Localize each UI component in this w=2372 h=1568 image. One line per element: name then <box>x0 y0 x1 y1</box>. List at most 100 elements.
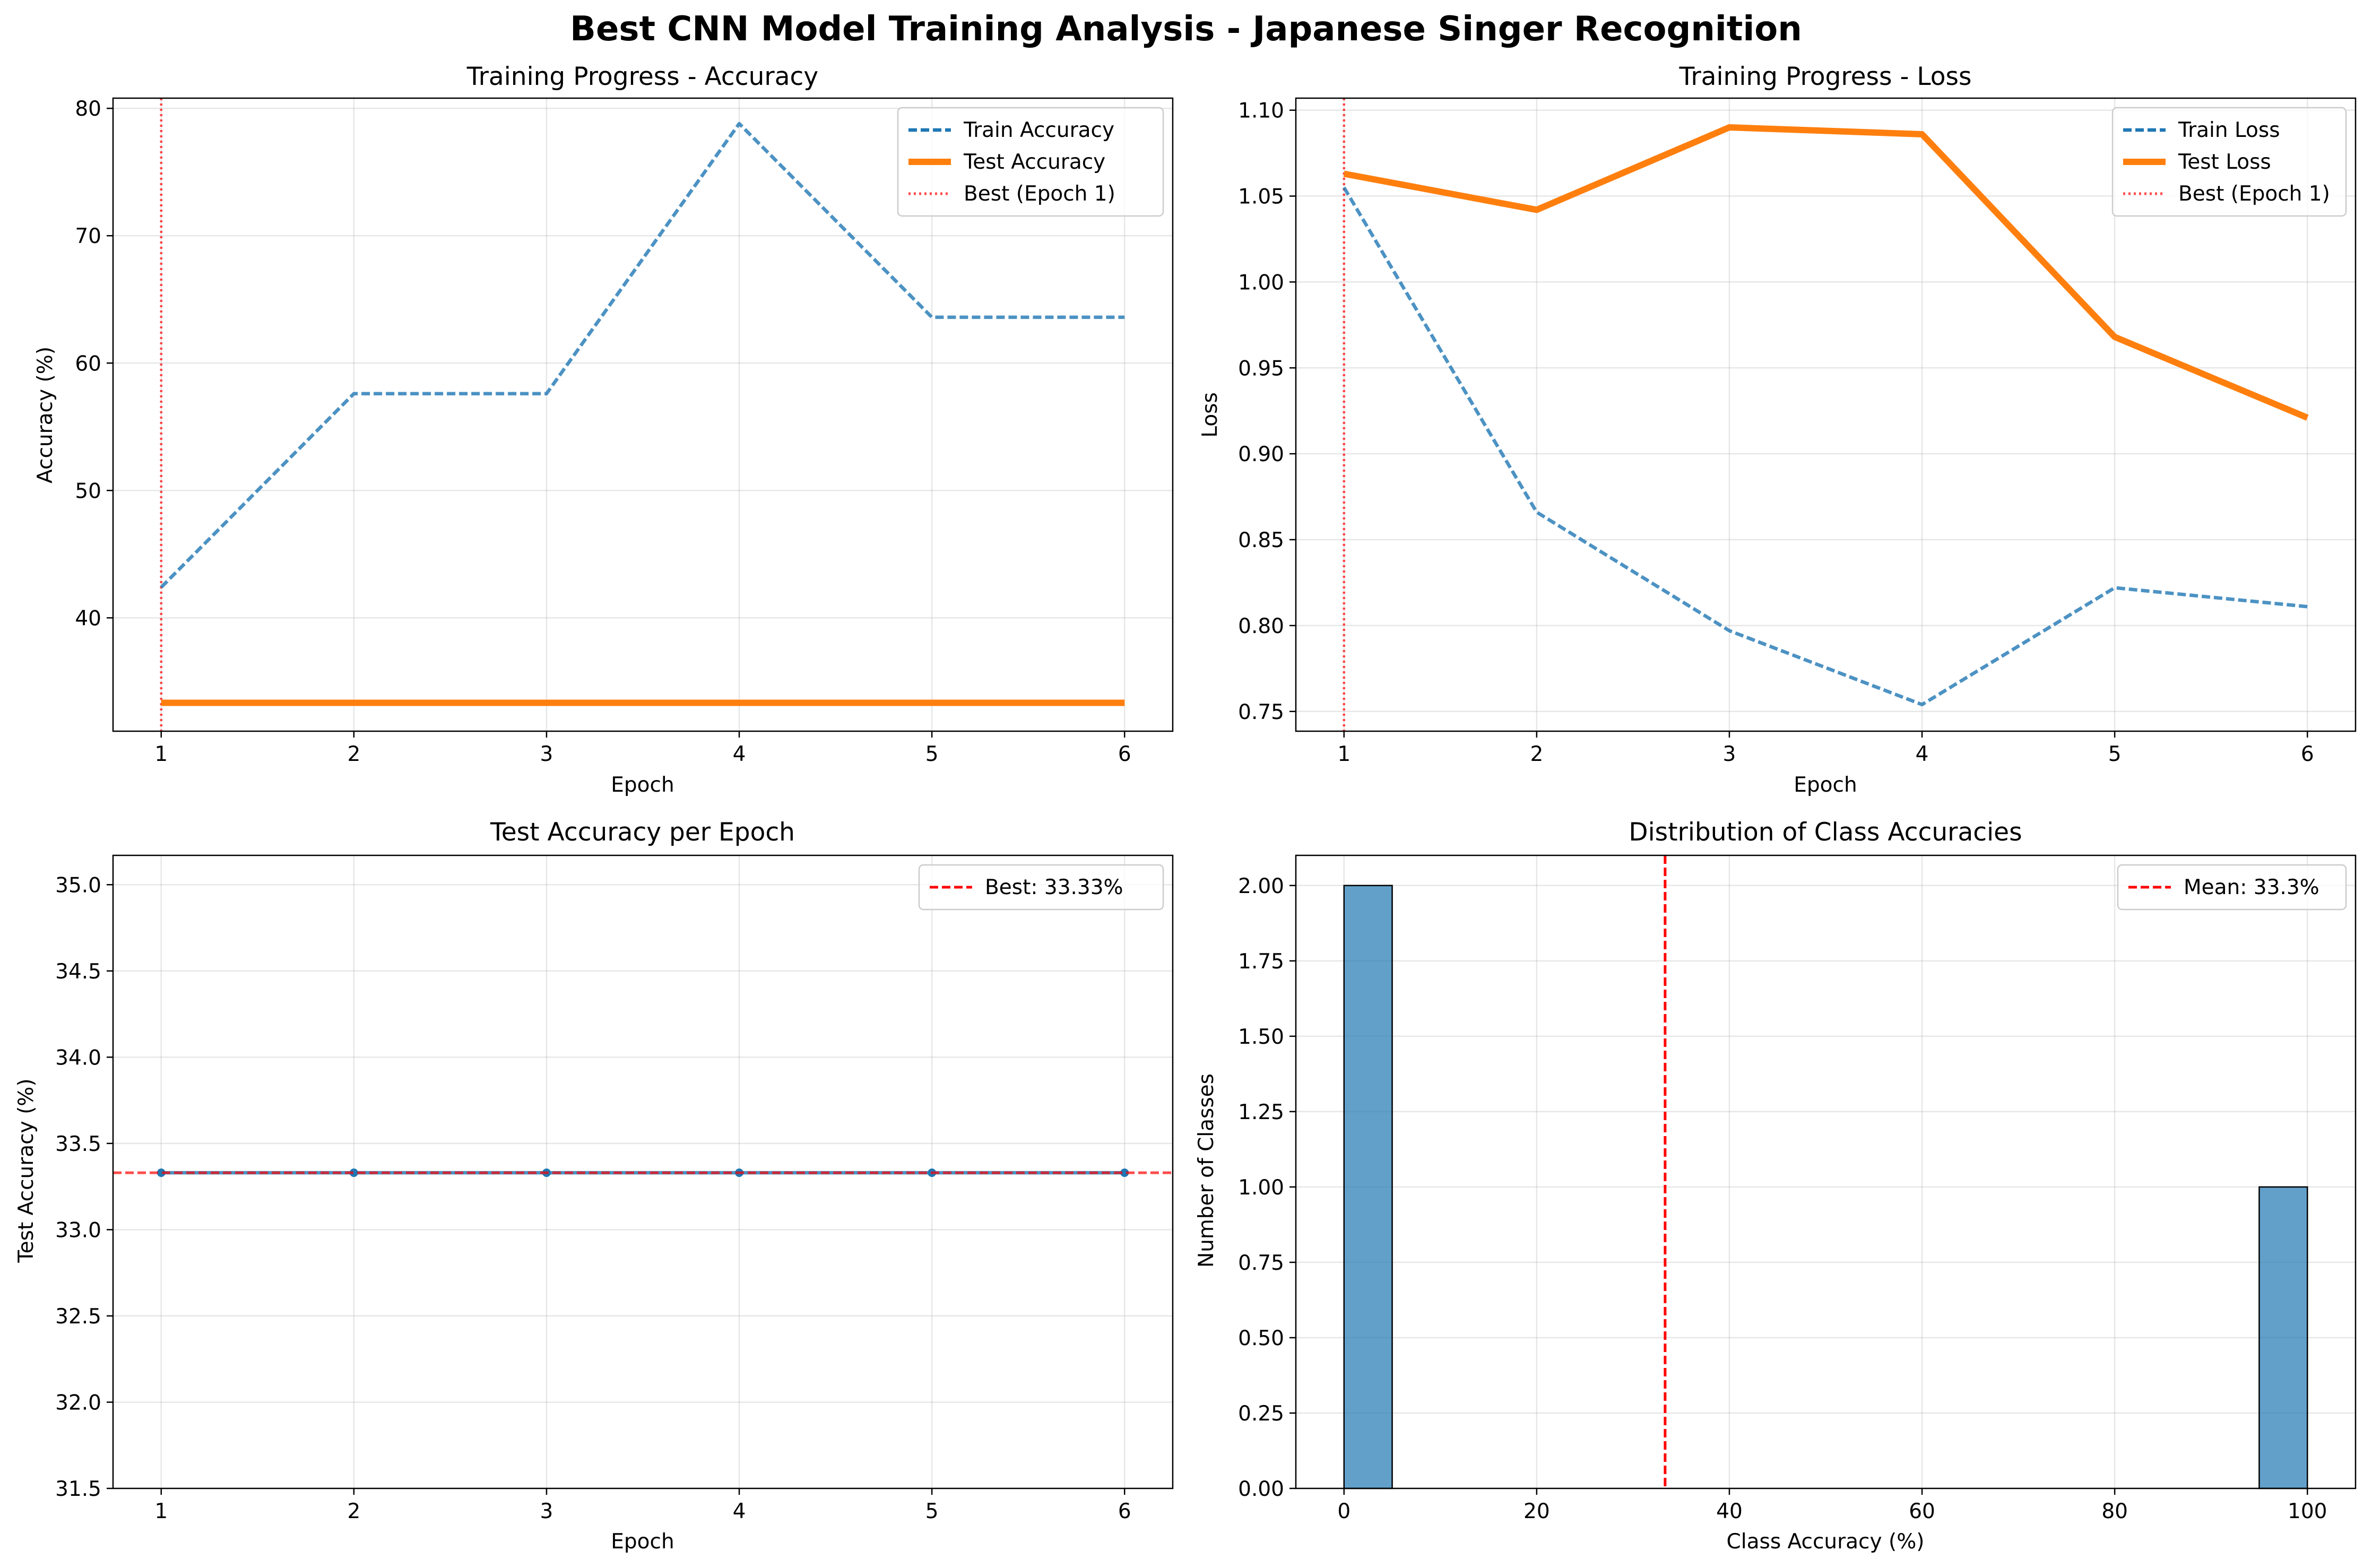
x-axis-label: Epoch <box>611 773 674 797</box>
y-tick-label: 0.50 <box>1238 1327 1284 1350</box>
x-axis-label: Epoch <box>1794 773 1857 797</box>
y-tick-label: 0.85 <box>1238 529 1284 552</box>
x-tick-label: 5 <box>2108 742 2122 766</box>
y-tick-label: 34.0 <box>55 1046 101 1070</box>
y-tick-label: 50 <box>75 479 101 503</box>
x-tick-label: 6 <box>1118 742 1131 766</box>
x-tick-label: 6 <box>2301 742 2314 766</box>
x-tick-label: 100 <box>2288 1500 2327 1523</box>
y-axis-label: Number of Classes <box>1194 1073 1218 1268</box>
y-tick-label: 1.05 <box>1238 185 1284 209</box>
y-tick-label: 40 <box>75 607 101 630</box>
legend-label: Mean: 33.3% <box>2184 876 2319 899</box>
y-tick-label: 1.25 <box>1238 1101 1284 1124</box>
axes-frame <box>112 854 1174 1489</box>
legend-label: Test Accuracy <box>963 150 1105 174</box>
x-axis-label: Class Accuracy (%) <box>1727 1530 1925 1554</box>
x-tick-label: 6 <box>1118 1500 1131 1523</box>
x-tick-label: 5 <box>925 742 939 766</box>
x-tick-label: 80 <box>2101 1500 2128 1523</box>
series-line <box>160 122 1125 589</box>
data-point <box>349 1168 358 1177</box>
panel-title: Training Progress - Loss <box>1679 62 1972 91</box>
panel-title: Distribution of Class Accuracies <box>1629 818 2022 847</box>
legend: Train Accuracy Test Accuracy Best (Epoch 1… <box>897 107 1164 217</box>
x-tick-label: 5 <box>925 1500 939 1523</box>
x-tick-label: 3 <box>540 742 553 766</box>
x-tick-label: 60 <box>1909 1500 1935 1523</box>
y-tick-label: 1.00 <box>1238 1176 1284 1200</box>
x-axis-label: Epoch <box>611 1530 674 1554</box>
legend-label: Train Accuracy <box>963 118 1114 142</box>
y-tick-label: 2.00 <box>1238 874 1284 898</box>
y-axis-label: Test Accuracy (%) <box>14 1078 38 1263</box>
y-tick-label: 70 <box>75 224 101 248</box>
x-tick-label: 1 <box>1337 742 1351 766</box>
x-tick-label: 4 <box>733 1500 746 1523</box>
y-tick-label: 32.0 <box>55 1391 101 1415</box>
axes-frame <box>1295 97 2357 732</box>
legend: Best: 33.33% <box>918 864 1164 911</box>
x-tick-label: 2 <box>347 742 360 766</box>
legend: Mean: 33.3% <box>2117 864 2347 911</box>
x-tick-label: 0 <box>1337 1500 1351 1523</box>
y-axis-label: Loss <box>1198 392 1222 438</box>
y-tick-label: 60 <box>75 352 101 376</box>
legend-label: Best (Epoch 1) <box>2178 182 2330 206</box>
class-accuracy-histogram-panel: Distribution of Class Accuracies Class A… <box>1194 818 2357 1554</box>
y-tick-label: 0.90 <box>1238 443 1284 466</box>
y-tick-label: 32.5 <box>55 1305 101 1329</box>
y-tick-label: 0.75 <box>1238 700 1284 724</box>
y-axis-label: Accuracy (%) <box>33 346 57 483</box>
figure-title: Best CNN Model Training Analysis - Japan… <box>570 10 1802 49</box>
x-tick-label: 3 <box>1723 742 1736 766</box>
legend-label: Test Loss <box>2178 150 2271 174</box>
x-tick-label: 1 <box>154 1500 168 1523</box>
y-tick-label: 33.5 <box>55 1132 101 1156</box>
panel-title: Test Accuracy per Epoch <box>490 818 795 847</box>
legend-box <box>2111 107 2347 217</box>
y-tick-label: 1.00 <box>1238 271 1284 294</box>
y-tick-label: 0.75 <box>1238 1251 1284 1275</box>
legend-label: Best: 33.33% <box>985 876 1123 899</box>
series-line <box>1343 124 2309 421</box>
x-tick-label: 2 <box>347 1500 360 1523</box>
legend-label: Train Loss <box>2178 118 2280 142</box>
y-tick-label: 1.10 <box>1238 99 1284 123</box>
y-tick-label: 0.80 <box>1238 614 1284 638</box>
panel-title: Training Progress - Accuracy <box>466 62 818 91</box>
accuracy-panel: Training Progress - Accuracy Epoch Accur… <box>33 62 1174 797</box>
y-tick-label: 1.75 <box>1238 950 1284 974</box>
x-tick-label: 2 <box>1530 742 1543 766</box>
test-accuracy-panel: Test Accuracy per Epoch Epoch Test Accur… <box>14 818 1174 1554</box>
histogram-bar <box>1343 885 1393 1489</box>
x-tick-label: 40 <box>1716 1500 1743 1523</box>
legend-box <box>2117 864 2347 911</box>
x-tick-label: 1 <box>154 742 168 766</box>
y-tick-label: 0.00 <box>1238 1477 1284 1501</box>
data-point <box>1120 1168 1129 1177</box>
legend: Train Loss Test Loss Best (Epoch 1) <box>2111 107 2347 217</box>
legend-box <box>918 864 1164 911</box>
y-tick-label: 35.0 <box>55 873 101 897</box>
data-point <box>157 1168 166 1177</box>
y-tick-label: 80 <box>75 97 101 121</box>
histogram-bar <box>2258 1186 2308 1489</box>
x-tick-label: 3 <box>540 1500 553 1523</box>
axes-frame <box>112 97 1174 732</box>
y-tick-label: 0.95 <box>1238 357 1284 380</box>
loss-panel: Training Progress - Loss Epoch Loss 1 2 3 4… <box>1198 62 2357 797</box>
legend-label: Best (Epoch 1) <box>964 182 1115 206</box>
y-tick-label: 33.0 <box>55 1218 101 1242</box>
x-tick-label: 20 <box>1523 1500 1550 1523</box>
y-tick-label: 34.5 <box>55 960 101 984</box>
y-tick-label: 0.25 <box>1238 1402 1284 1426</box>
y-tick-label: 1.50 <box>1238 1025 1284 1049</box>
series-line <box>1342 186 2308 707</box>
legend-box <box>897 107 1164 217</box>
x-tick-label: 4 <box>1916 742 1929 766</box>
axes-frame <box>1295 854 2357 1489</box>
y-tick-label: 31.5 <box>55 1477 101 1501</box>
x-tick-label: 4 <box>733 742 746 766</box>
